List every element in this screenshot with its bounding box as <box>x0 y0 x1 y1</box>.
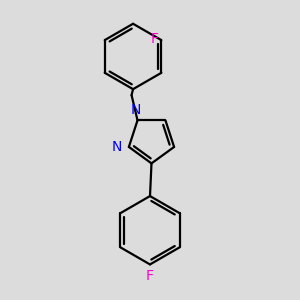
Text: N: N <box>131 103 141 117</box>
Text: N: N <box>112 140 122 154</box>
Text: F: F <box>150 32 158 46</box>
Text: F: F <box>146 269 154 283</box>
